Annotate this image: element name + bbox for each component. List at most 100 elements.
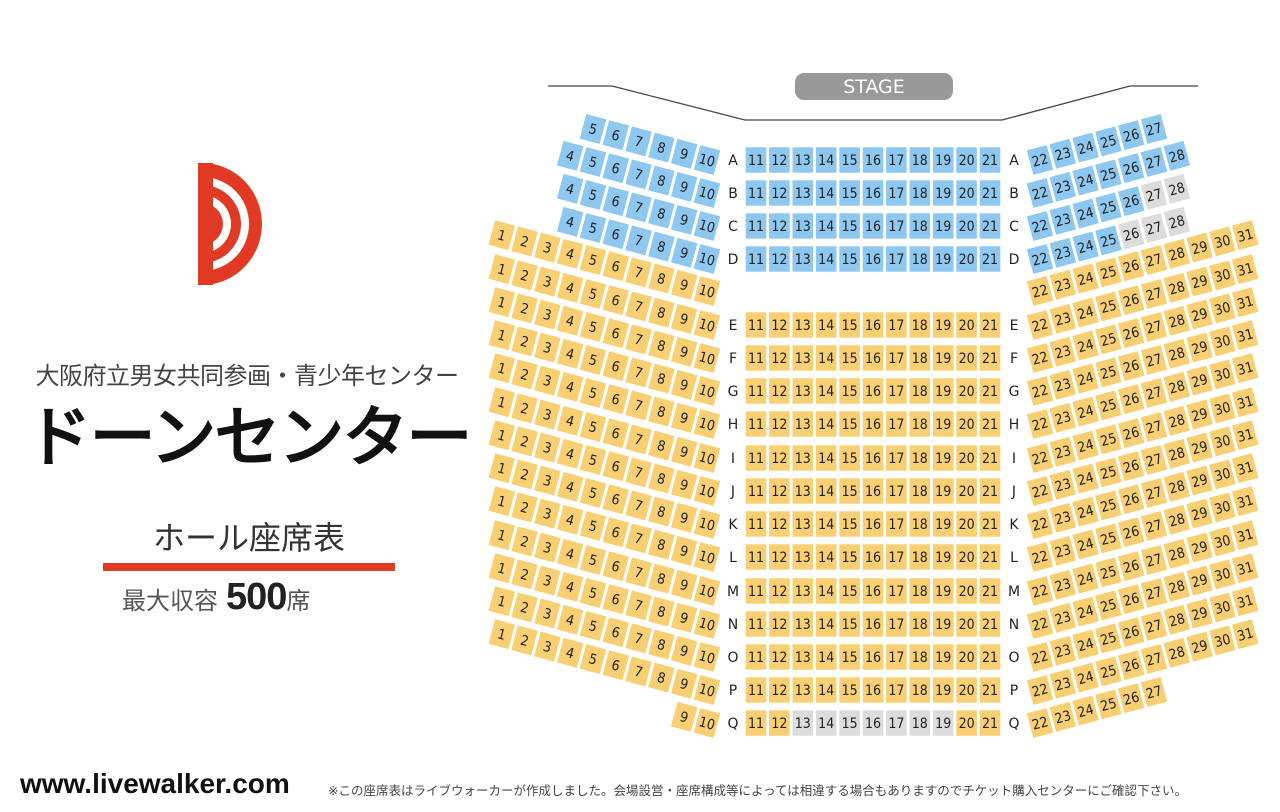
seat[interactable]: 4 [556,272,584,303]
seat[interactable]: 28 [1163,604,1191,635]
seat[interactable]: 13 [792,544,814,570]
seat[interactable]: 15 [839,180,860,206]
seat[interactable]: 8 [648,396,675,427]
seat[interactable]: 6 [602,517,630,548]
seat[interactable]: 10 [693,178,721,208]
seat[interactable]: 14 [815,578,837,604]
seat[interactable]: 8 [648,596,675,627]
seat[interactable]: 3 [534,332,561,363]
seat[interactable]: 4 [556,173,584,204]
seat[interactable]: 29 [1186,332,1213,363]
seat[interactable]: 9 [670,635,698,666]
seat[interactable]: 24 [1072,165,1099,196]
seat[interactable]: 16 [862,445,884,471]
seat[interactable]: 27 [1140,213,1168,243]
seat[interactable]: 5 [579,180,607,210]
seat[interactable]: 12 [769,246,790,272]
seat[interactable]: 25 [1095,192,1122,223]
seat[interactable]: 6 [602,120,630,151]
seat[interactable]: 3 [534,498,561,529]
seat[interactable]: 6 [602,551,630,582]
seat[interactable]: 18 [909,147,931,173]
seat[interactable]: 23 [1049,436,1077,467]
seat[interactable]: 6 [602,617,630,648]
seat[interactable]: 24 [1072,330,1099,361]
seat[interactable]: 23 [1049,535,1077,566]
seat[interactable]: 2 [511,326,538,357]
seat[interactable]: 31 [1231,220,1259,251]
seat[interactable]: 18 [909,511,931,537]
seat[interactable]: 28 [1163,238,1191,269]
seat[interactable]: 29 [1186,598,1213,629]
seat[interactable]: 7 [625,126,652,157]
seat[interactable]: 26 [1117,617,1145,648]
seat[interactable]: 6 [602,650,630,681]
seat[interactable]: 25 [1095,623,1122,654]
seat[interactable]: 16 [862,677,884,703]
seat[interactable]: 14 [815,345,837,371]
seat[interactable]: 15 [839,544,860,570]
seat[interactable]: 17 [886,180,907,206]
seat[interactable]: 18 [909,544,931,570]
seat[interactable]: 2 [511,426,538,457]
seat[interactable]: 24 [1072,231,1099,262]
seat[interactable]: 7 [625,457,652,488]
seat[interactable]: 21 [979,478,1001,504]
seat[interactable]: 26 [1117,551,1145,582]
seat[interactable]: 30 [1209,393,1236,424]
seat[interactable]: 19 [932,345,954,371]
seat[interactable]: 24 [1072,430,1099,461]
seat[interactable]: 23 [1049,237,1077,268]
seat[interactable]: 10 [693,244,721,274]
seat[interactable]: 29 [1186,232,1213,263]
seat[interactable]: 26 [1117,251,1145,282]
seat[interactable]: 29 [1186,532,1213,563]
site-url[interactable]: www.livewalker.com [20,768,290,799]
seat[interactable]: 18 [909,478,931,504]
seat[interactable]: 24 [1072,596,1099,627]
seat[interactable]: 20 [956,345,977,371]
seat[interactable]: 7 [625,523,652,554]
seat[interactable]: 25 [1095,656,1122,687]
seat[interactable]: 28 [1163,272,1191,303]
seat[interactable]: 17 [886,445,907,471]
seat[interactable]: 1 [488,387,516,418]
seat[interactable]: 25 [1095,291,1122,322]
seat[interactable]: 10 [693,542,721,572]
seat[interactable]: 14 [815,710,837,736]
seat[interactable]: 24 [1072,496,1099,527]
seat[interactable]: 11 [745,644,767,670]
seat[interactable]: 13 [792,644,814,670]
seat[interactable]: 5 [579,478,607,508]
seat[interactable]: 7 [625,357,652,388]
seat[interactable]: 15 [839,213,860,239]
seat[interactable]: 27 [1140,611,1168,641]
seat[interactable]: 15 [839,611,860,637]
seat[interactable]: 5 [579,279,607,309]
seat[interactable]: 26 [1117,153,1145,184]
seat[interactable]: 2 [511,559,538,590]
seat[interactable]: 9 [670,569,698,600]
seat[interactable]: 16 [862,611,884,637]
seat[interactable]: 21 [979,213,1001,239]
seat[interactable]: 15 [839,378,860,404]
seat[interactable]: 15 [839,511,860,537]
seat[interactable]: 14 [815,312,837,338]
seat[interactable]: 21 [979,147,1001,173]
seat[interactable]: 27 [1140,511,1168,541]
seat[interactable]: 19 [932,246,954,272]
seat[interactable]: 5 [579,445,607,475]
seat[interactable]: 26 [1117,484,1145,515]
seat[interactable]: 7 [625,225,652,256]
seat[interactable]: 23 [1049,303,1077,334]
seat[interactable]: 22 [1026,443,1054,473]
seat[interactable]: 4 [556,504,584,535]
seat[interactable]: 5 [579,644,607,674]
seat[interactable]: 8 [648,263,675,294]
seat[interactable]: 10 [693,708,721,738]
seat[interactable]: 29 [1186,399,1213,430]
seat[interactable]: 18 [909,213,931,239]
seat[interactable]: 16 [862,378,884,404]
seat[interactable]: 23 [1049,138,1077,169]
seat[interactable]: 14 [815,544,837,570]
